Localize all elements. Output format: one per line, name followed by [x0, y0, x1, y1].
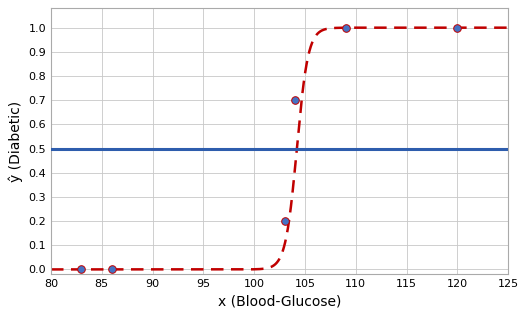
Point — [341, 25, 350, 30]
Point — [108, 267, 116, 272]
Point — [453, 25, 462, 30]
Point — [77, 267, 86, 272]
Y-axis label: ŷ (Diabetic): ŷ (Diabetic) — [8, 101, 23, 182]
Point — [290, 98, 299, 103]
X-axis label: x (Blood-Glucose): x (Blood-Glucose) — [218, 295, 341, 309]
Point — [280, 218, 289, 223]
